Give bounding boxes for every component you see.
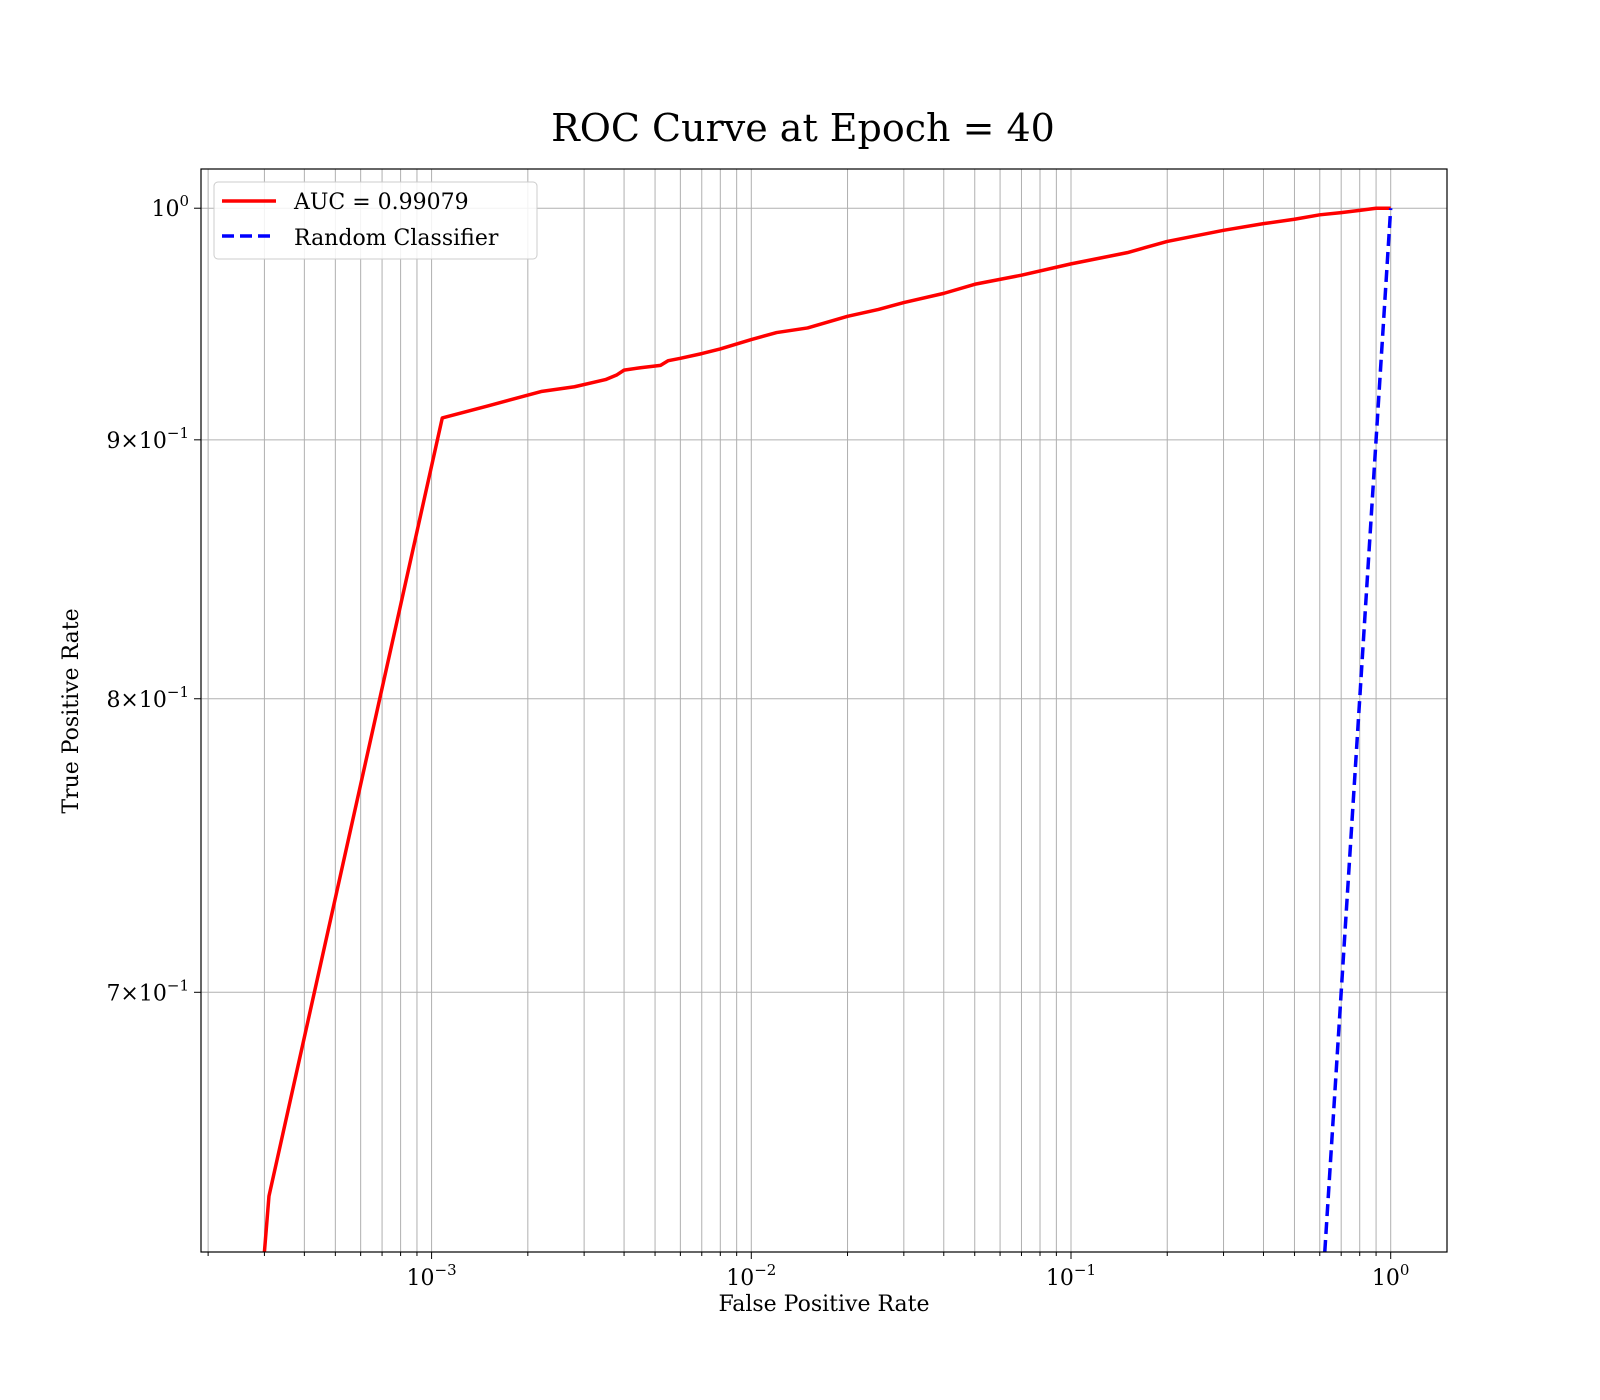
tick-layer: 10−3 10−2 10−1 100 100 9×10−1 8×10−1 7×10−1 [106,192,1409,1291]
grid-layer [201,169,1447,1252]
y-axis-title: True Positive Rate [59,608,84,813]
chart-title: ROC Curve at Epoch = 40 [551,106,1055,150]
legend: AUC = 0.99079 Random Classifier [213,181,538,260]
roc-curve-series [262,206,1391,1253]
y-tick-label: 9×10−1 [106,424,189,454]
series-layer [262,206,1393,1253]
plot-area-frame [200,168,1448,1253]
y-tick-label: 7×10−1 [106,976,189,1006]
y-tick-label: 8×10−1 [106,683,189,713]
x-tick-label: 10−3 [407,1261,457,1291]
y-tick-label: 100 [151,192,189,222]
x-tick-label: 10−2 [726,1261,776,1291]
legend-box [213,181,538,260]
random-classifier-series [1323,208,1393,1253]
x-tick-label: 10−1 [1046,1261,1096,1291]
legend-label-auc: AUC = 0.99079 [293,190,469,215]
x-tick-label: 100 [1372,1261,1410,1291]
x-axis-title: False Positive Rate [718,1292,929,1317]
legend-label-random: Random Classifier [294,226,499,251]
